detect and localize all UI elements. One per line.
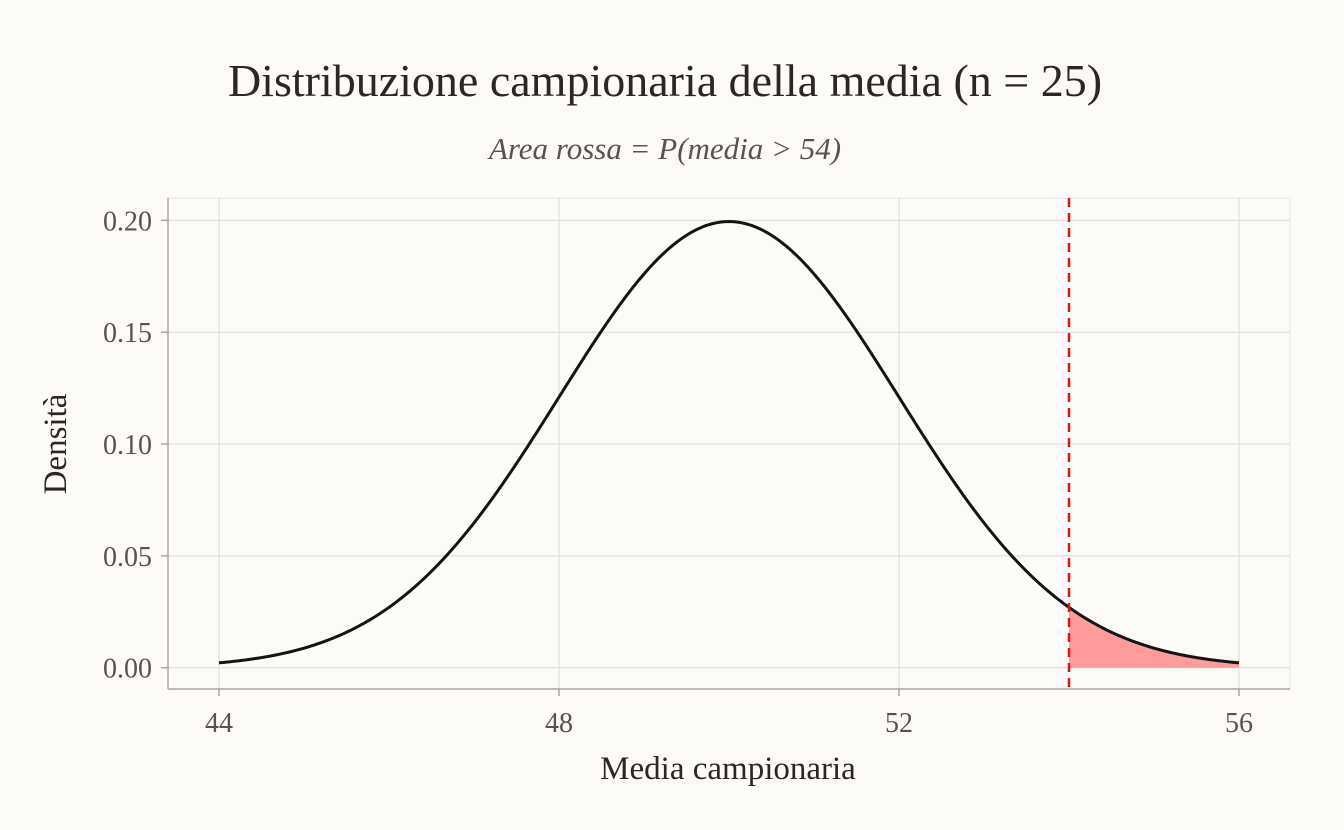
y-tick-label: 0.00	[103, 654, 152, 685]
chart-title: Distribuzione campionaria della media (n…	[228, 55, 1102, 106]
y-tick-label: 0.05	[103, 542, 152, 573]
y-axis-ticks: 0.00 0.05 0.10 0.15 0.20	[103, 206, 168, 685]
y-tick-label: 0.15	[103, 318, 152, 349]
y-tick-label: 0.10	[103, 430, 152, 461]
x-axis-title: Media campionaria	[600, 751, 856, 787]
x-tick-label: 56	[1225, 708, 1253, 739]
x-tick-label: 44	[205, 708, 233, 739]
x-tick-label: 52	[885, 708, 913, 739]
y-tick-label: 0.20	[103, 206, 152, 237]
x-tick-label: 48	[545, 708, 573, 739]
x-axis-ticks: 44 48 52 56	[205, 689, 1253, 739]
y-axis-title: Densità	[38, 393, 74, 494]
chart-subtitle: Area rossa = P(media > 54)	[487, 131, 841, 166]
shaded-tail-area	[1069, 607, 1239, 668]
plot-panel	[167, 197, 1291, 690]
x-gridlines	[218, 198, 1240, 689]
